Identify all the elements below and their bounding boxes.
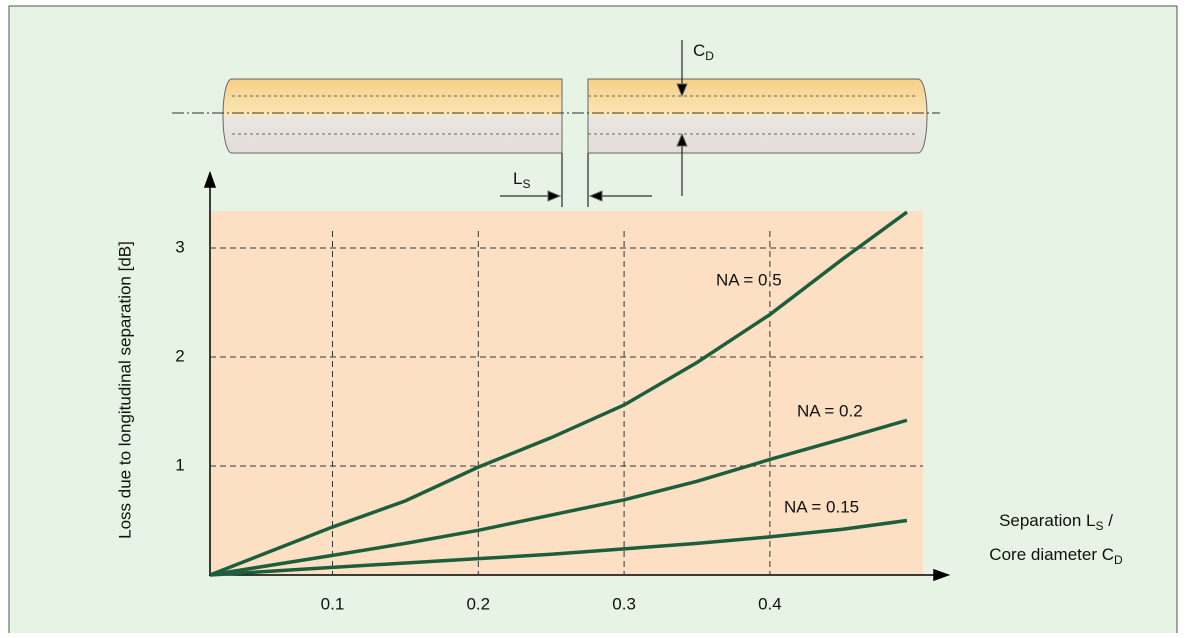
- plot-area: [210, 211, 923, 575]
- series-label: NA = 0.5: [716, 270, 782, 289]
- x-tick-label: 0.3: [612, 594, 636, 613]
- y-axis-label: Loss due to longitudinal separation [dB]: [115, 241, 134, 539]
- x-tick-label: 0.2: [466, 594, 490, 613]
- page: {"chart_data": { "type": "line", "ylabel…: [0, 0, 1186, 633]
- x-tick-label: 0.1: [321, 594, 345, 613]
- x-tick-label: 0.4: [758, 594, 782, 613]
- subscript: S: [1095, 519, 1103, 533]
- label: Core diameter C: [989, 545, 1114, 564]
- y-tick-label: 2: [175, 347, 184, 366]
- series-label: NA = 0.2: [797, 401, 863, 420]
- label: /: [1103, 511, 1113, 530]
- chart: CD LS Loss due to longitudinal separatio…: [0, 0, 1186, 633]
- subscript: D: [705, 49, 714, 63]
- x-axis-label: Core diameter CD: [989, 545, 1123, 567]
- subscript: S: [522, 177, 530, 191]
- y-tick-label: 3: [175, 238, 184, 257]
- series-label: NA = 0.15: [784, 497, 859, 516]
- label: C: [693, 41, 705, 60]
- label: L: [513, 169, 522, 188]
- subscript: D: [1114, 553, 1123, 567]
- y-tick-label: 1: [175, 456, 184, 475]
- label: Separation L: [999, 511, 1095, 530]
